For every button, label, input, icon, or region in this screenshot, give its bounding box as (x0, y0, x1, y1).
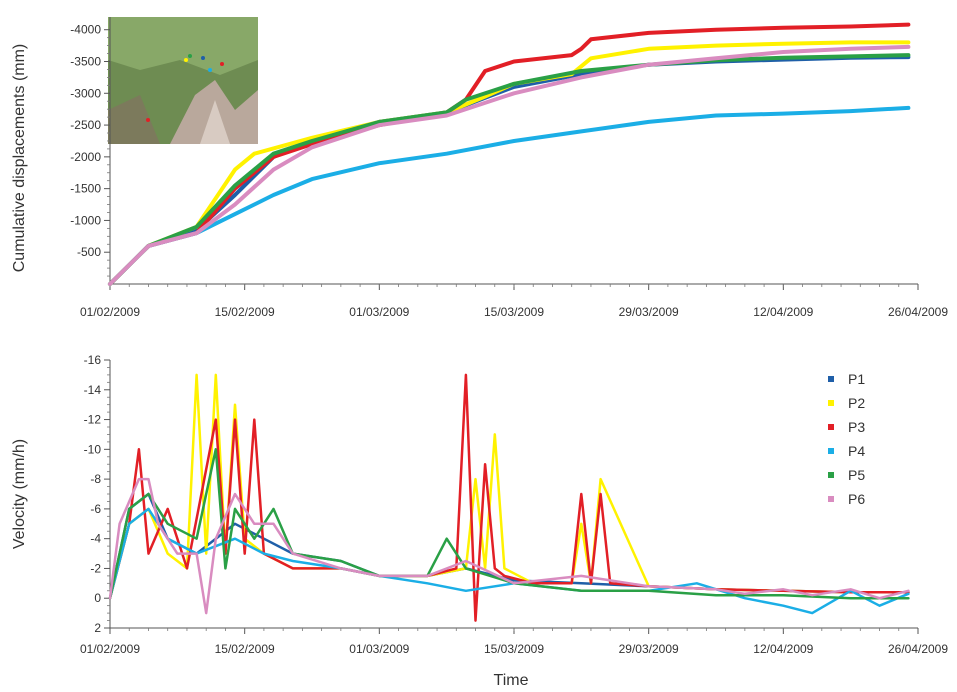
displacement-x-tick-label: 12/04/2009 (753, 305, 813, 319)
legend-label-p6: P6 (848, 491, 865, 507)
velocity-x-tick-label: 29/03/2009 (619, 642, 679, 656)
displacement-x-tick-label: 01/02/2009 (80, 305, 140, 319)
displacement-x-tick-label: 26/04/2009 (888, 305, 948, 319)
displacement-x-tick-label: 01/03/2009 (349, 305, 409, 319)
displacement-y-tick-label: -500 (77, 245, 101, 259)
velocity-x-axis-label: Time (494, 672, 529, 689)
displacement-y-tick-label: -4000 (70, 23, 101, 37)
displacement-y-axis-label: Cumulative displacements (mm) (11, 44, 28, 273)
velocity-x-tick-label: 01/03/2009 (349, 642, 409, 656)
velocity-y-tick-label: -2 (90, 561, 101, 575)
velocity-y-tick-label: -14 (84, 383, 102, 397)
displacement-y-tick-label: -3500 (70, 55, 101, 69)
legend-swatch-p3 (828, 424, 834, 430)
velocity-x-tick-label: 26/04/2009 (888, 642, 948, 656)
velocity-series-p6 (108, 477, 910, 615)
legend-label-p4: P4 (848, 443, 865, 459)
velocity-y-tick-label: -10 (84, 442, 102, 456)
velocity-lines (108, 373, 910, 622)
legend-swatch-p2 (828, 400, 834, 406)
displacement-y-tick-label: -1000 (70, 213, 101, 227)
velocity-y-tick-label: 2 (94, 621, 101, 635)
legend-label-p2: P2 (848, 395, 865, 411)
displacement-y-tick-label: -3000 (70, 86, 101, 100)
velocity-y-tick-label: 0 (94, 591, 101, 605)
legend-label-p1: P1 (848, 371, 865, 387)
legend-label-p5: P5 (848, 467, 865, 483)
displacement-series-p6 (108, 44, 911, 286)
displacement-series-p5 (108, 53, 911, 286)
legend-swatch-p6 (828, 496, 834, 502)
displacement-series-p2 (108, 40, 911, 286)
displacement-y-tick-label: -1500 (70, 182, 101, 196)
displacement-inset-photo (108, 17, 258, 144)
velocity-axes: 2 0 -2 -4 -6 -8 -10 -12 -14 -16 01/02/2009 15/02/20… (80, 353, 948, 656)
velocity-x-tick-label: 15/03/2009 (484, 642, 544, 656)
displacement-y-tick-label: -2000 (70, 150, 101, 164)
displacement-series-p4 (108, 105, 911, 286)
velocity-y-tick-label: -8 (90, 472, 101, 486)
velocity-x-tick-label: 12/04/2009 (753, 642, 813, 656)
velocity-legend: P1 P2 P3 P4 P5 P6 (828, 371, 865, 507)
displacement-x-tick-label: 15/03/2009 (484, 305, 544, 319)
velocity-y-tick-label: -16 (84, 353, 102, 367)
legend-label-p3: P3 (848, 419, 865, 435)
displacement-x-tick-label: 29/03/2009 (619, 305, 679, 319)
legend-swatch-p4 (828, 448, 834, 454)
displacement-series-p3 (108, 22, 911, 286)
velocity-x-tick-label: 01/02/2009 (80, 642, 140, 656)
velocity-y-tick-label: -4 (90, 532, 101, 546)
displacement-y-tick-label: -2500 (70, 118, 101, 132)
velocity-series-p5 (108, 448, 910, 600)
velocity-y-axis-label: Velocity (mm/h) (11, 439, 28, 549)
velocity-series-p3 (108, 373, 910, 622)
velocity-y-tick-label: -12 (84, 413, 102, 427)
velocity-chart: 2 0 -2 -4 -6 -8 -10 -12 -14 -16 01/02/2009 15/02/20… (11, 353, 948, 689)
displacement-x-tick-label: 15/02/2009 (215, 305, 275, 319)
legend-swatch-p5 (828, 472, 834, 478)
legend-swatch-p1 (828, 376, 834, 382)
displacement-chart: -500 -1000 -1500 -2000 -2500 -3000 -3500 -4000 0… (11, 17, 948, 319)
displacement-axes: -500 -1000 -1500 -2000 -2500 -3000 -3500 -4000 0… (70, 17, 948, 319)
velocity-series-p4 (108, 507, 910, 615)
velocity-y-tick-label: -6 (90, 502, 101, 516)
displacement-lines (108, 22, 911, 286)
velocity-x-tick-label: 15/02/2009 (215, 642, 275, 656)
